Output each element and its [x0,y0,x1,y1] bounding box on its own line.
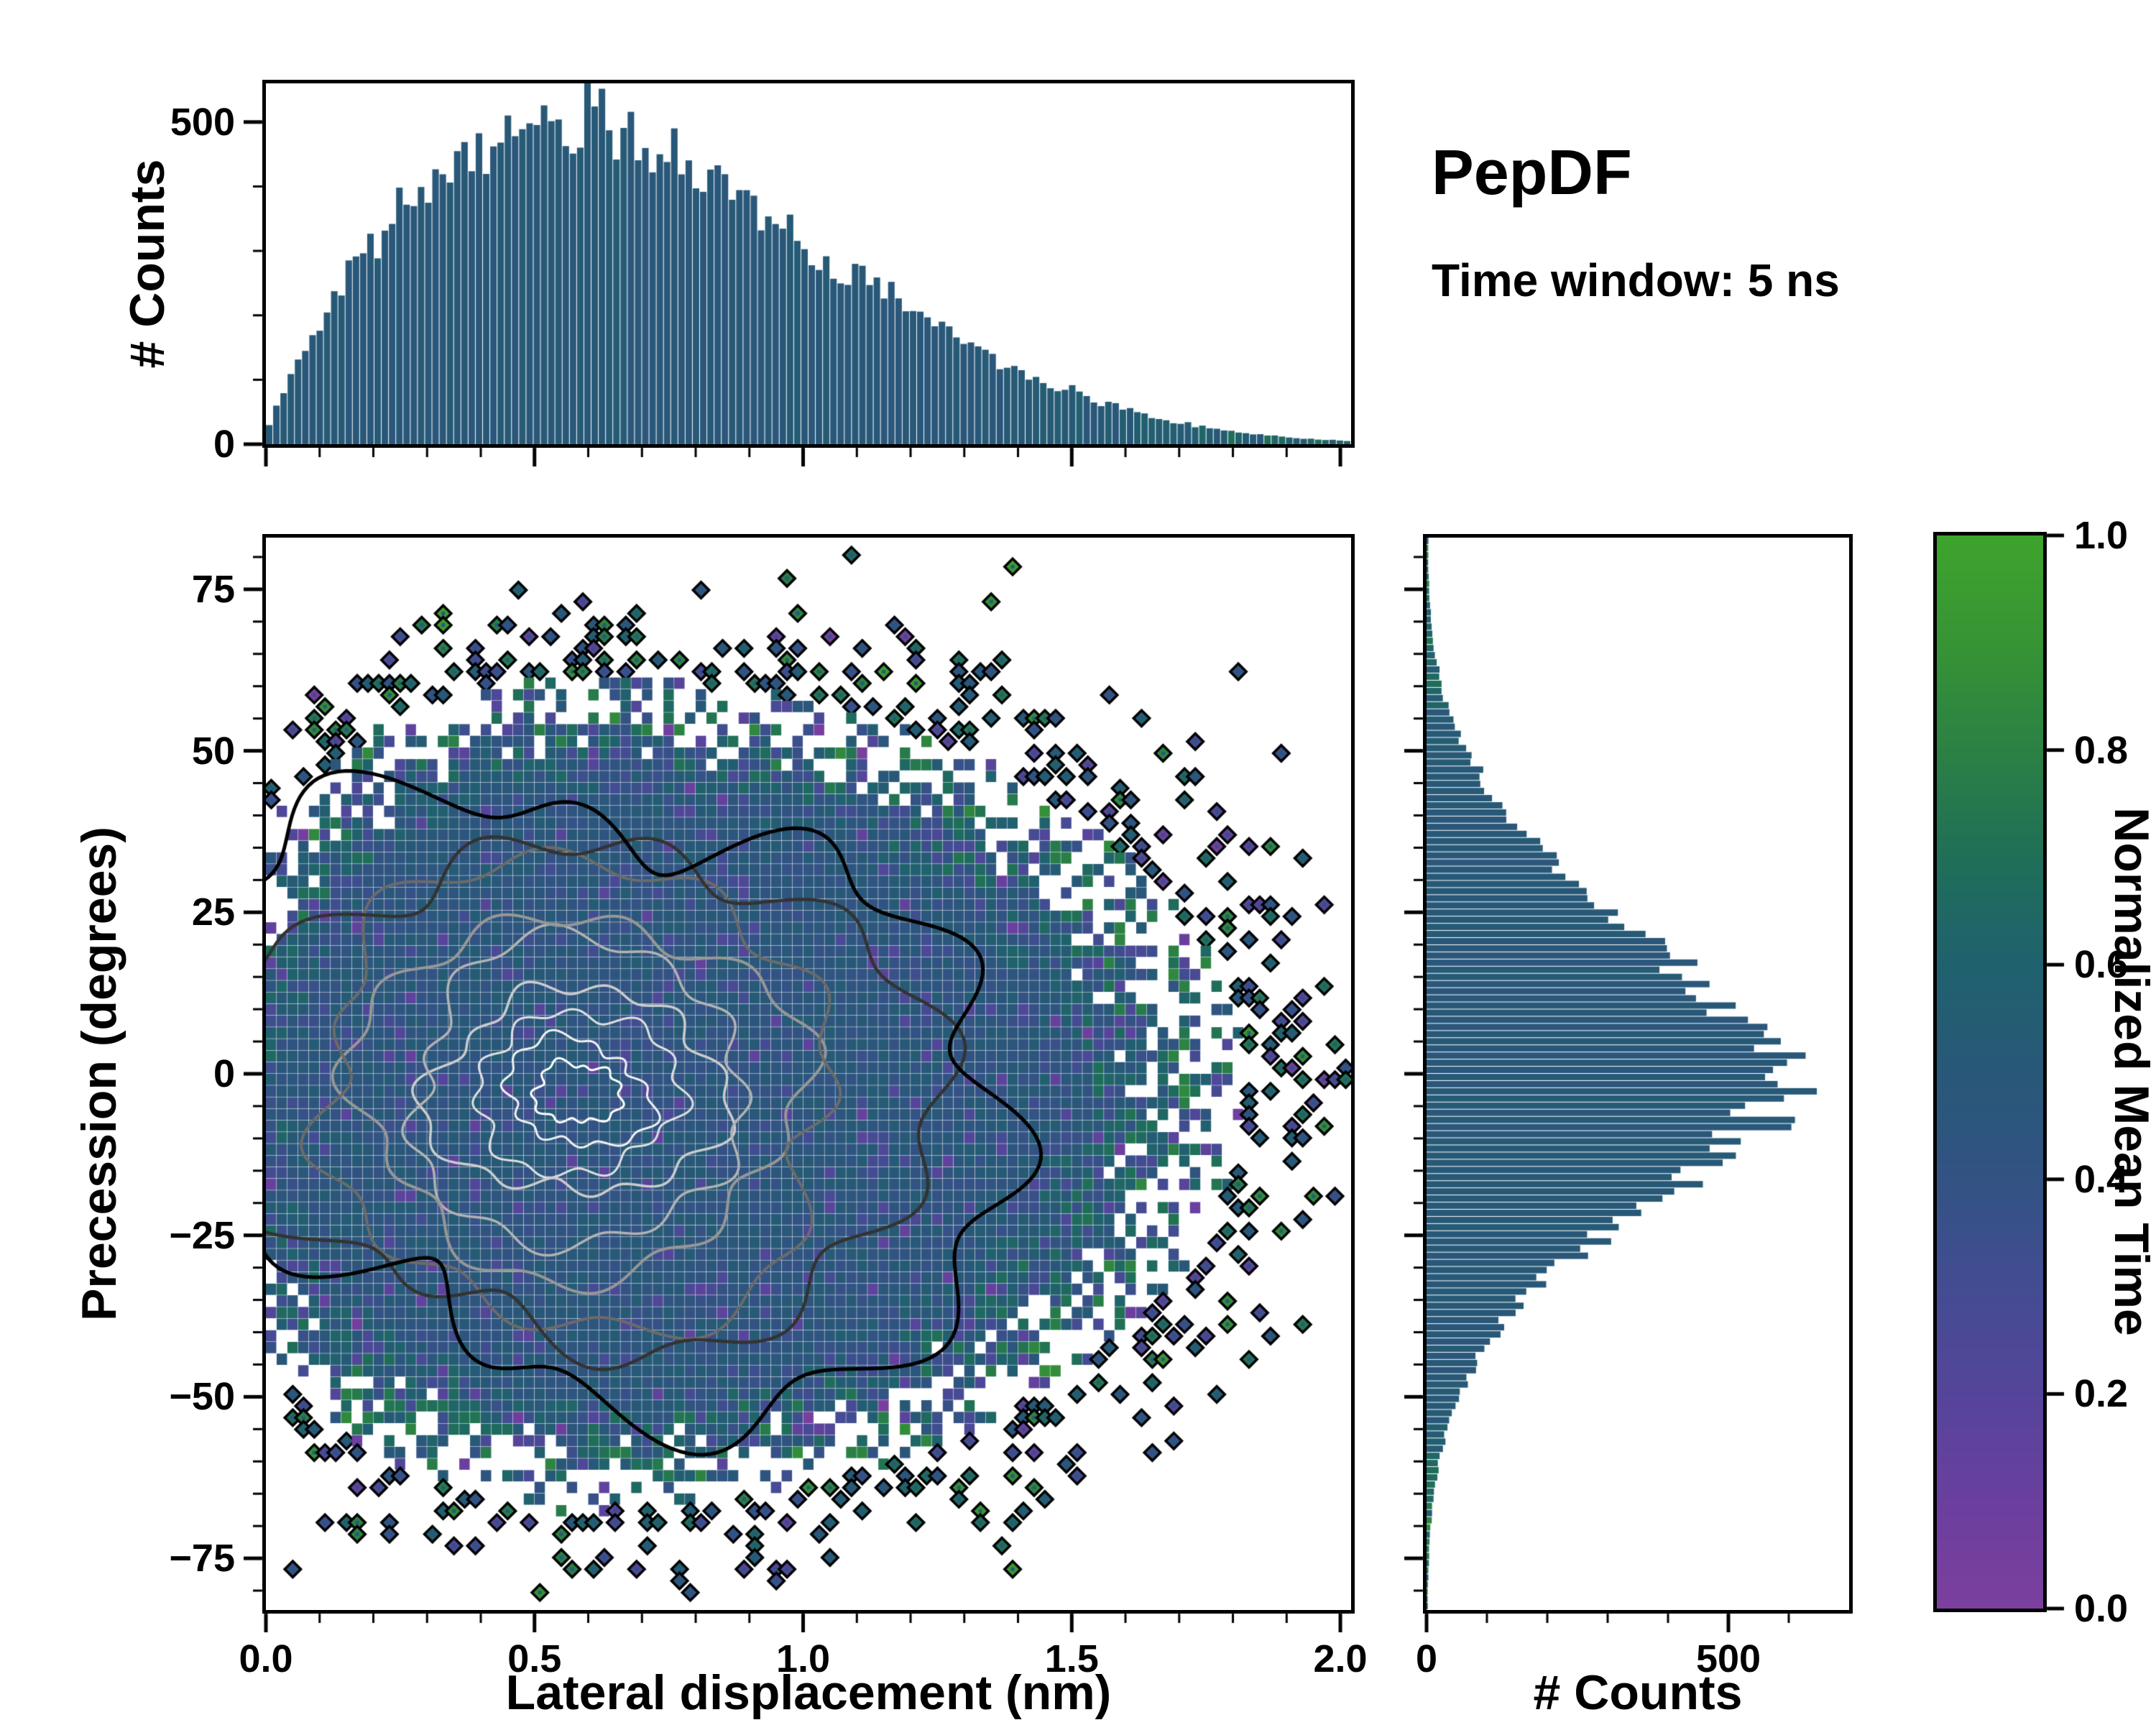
main-y-tick-label: 0 [213,1052,235,1095]
colorbar-tick-label: 0.8 [2074,728,2129,772]
colorbar-label: Normalized Mean Time [2104,807,2156,1336]
colorbar-tick-label: 0.0 [2074,1587,2129,1630]
time-window-label: Time window: 5 ns [1432,254,1840,306]
dataset-title: PepDF [1432,137,1632,208]
right-x-tick-label: 500 [1695,1637,1761,1680]
joint-histogram-canvas [266,538,1351,1610]
right-marginal-panel [1423,534,1853,1614]
main-x-tick-label: 2.0 [1313,1637,1368,1680]
colorbar-tick-label: 0.4 [2074,1157,2129,1201]
top-marginal-panel [262,80,1355,448]
main-y-tick-label: 50 [191,729,235,773]
main-y-tick-label: 25 [191,891,235,934]
main-x-tick-label: 0.5 [507,1637,562,1680]
right-xlabel: # Counts [1533,1665,1743,1720]
colorbar-panel [1933,532,2047,1612]
colorbar-tick-label: 0.6 [2074,943,2129,987]
right-x-tick-label: 0 [1415,1637,1438,1680]
main-y-tick-label: −25 [169,1213,235,1257]
main-xlabel: Lateral displacement (nm) [505,1665,1112,1720]
main-ylabel: Precession (degrees) [72,827,126,1321]
colorbar-gradient-canvas [1937,535,2043,1609]
top-y-tick-label: 500 [170,100,235,144]
top-y-tick-label: 0 [213,423,235,466]
annotation-block: PepDF Time window: 5 ns [1432,137,1840,306]
main-x-tick-label: 1.5 [1044,1637,1099,1680]
top-ylabel: # Counts [120,159,175,369]
main-y-tick-label: −50 [169,1375,235,1419]
colorbar-tick-label: 1.0 [2074,514,2129,557]
colorbar-tick-label: 0.2 [2074,1372,2129,1416]
main-x-tick-label: 0.0 [239,1637,293,1680]
top-marginal-histogram-canvas [266,83,1351,444]
main-y-tick-label: −75 [169,1537,235,1581]
joint-histogram-panel [262,534,1355,1614]
main-x-tick-label: 1.0 [775,1637,831,1680]
main-y-tick-label: 75 [191,567,235,611]
right-marginal-histogram-canvas [1427,538,1849,1610]
